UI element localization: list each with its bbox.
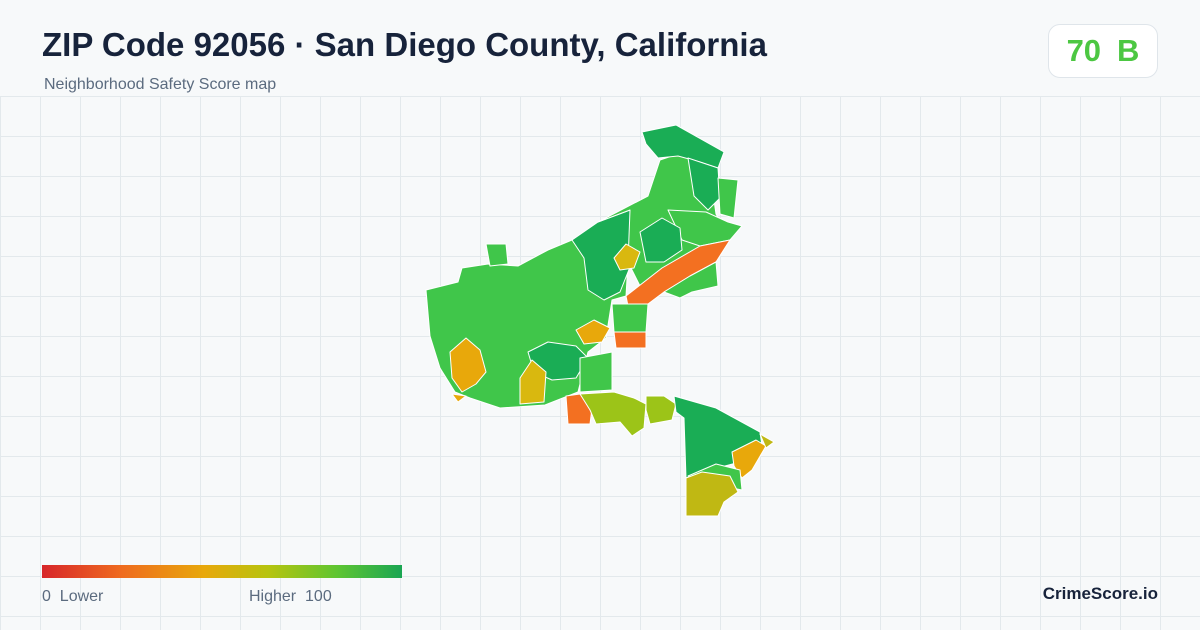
neighborhood-south-center-green[interactable]	[579, 351, 613, 393]
legend-low-value: 0	[42, 588, 51, 605]
neighborhood-south-band-yg[interactable]	[579, 391, 647, 437]
neighborhood-south-band-olive[interactable]	[645, 395, 677, 425]
neighborhood-west-amber-fragment[interactable]	[451, 393, 467, 403]
neighborhood-west-amber[interactable]	[449, 337, 487, 393]
neighborhood-center-amber[interactable]	[575, 319, 611, 345]
safety-score-value: 70	[1066, 33, 1102, 68]
neighborhood-southeast-amber[interactable]	[731, 439, 767, 479]
legend-high-value: 100	[305, 588, 332, 605]
neighborhood-northeast-b[interactable]	[717, 177, 739, 219]
neighborhood-center-strip[interactable]	[611, 303, 649, 333]
legend-low-text: Lower	[59, 588, 104, 605]
neighborhood-north-inner-green[interactable]	[639, 217, 683, 263]
neighborhood-center-orange[interactable]	[613, 331, 647, 349]
legend-high-label: Higher 100	[249, 588, 332, 606]
legend-low-label: 0 Lower	[42, 588, 103, 606]
neighborhood-north-spur[interactable]	[485, 243, 509, 267]
safety-score-badge: 70 B	[1048, 24, 1158, 78]
page-title: ZIP Code 92056 · San Diego County, Calif…	[42, 26, 767, 63]
neighborhood-north-yellow[interactable]	[613, 243, 641, 271]
legend-gradient-bar	[42, 565, 402, 578]
legend-high-text: Higher	[249, 588, 297, 605]
neighborhood-northeast-a[interactable]	[687, 157, 721, 211]
page-subtitle: Neighborhood Safety Score map	[44, 76, 277, 93]
neighborhood-south-yellow[interactable]	[519, 359, 547, 405]
neighborhood-south-olive[interactable]	[685, 471, 739, 517]
brand-logo-text[interactable]: CrimeScore.io	[1042, 584, 1158, 603]
neighborhood-east-green[interactable]	[663, 261, 719, 299]
safety-score-grade: B	[1117, 33, 1140, 68]
neighborhood-northeast-c[interactable]	[667, 209, 743, 247]
neighborhood-southeast-tip[interactable]	[759, 433, 775, 449]
